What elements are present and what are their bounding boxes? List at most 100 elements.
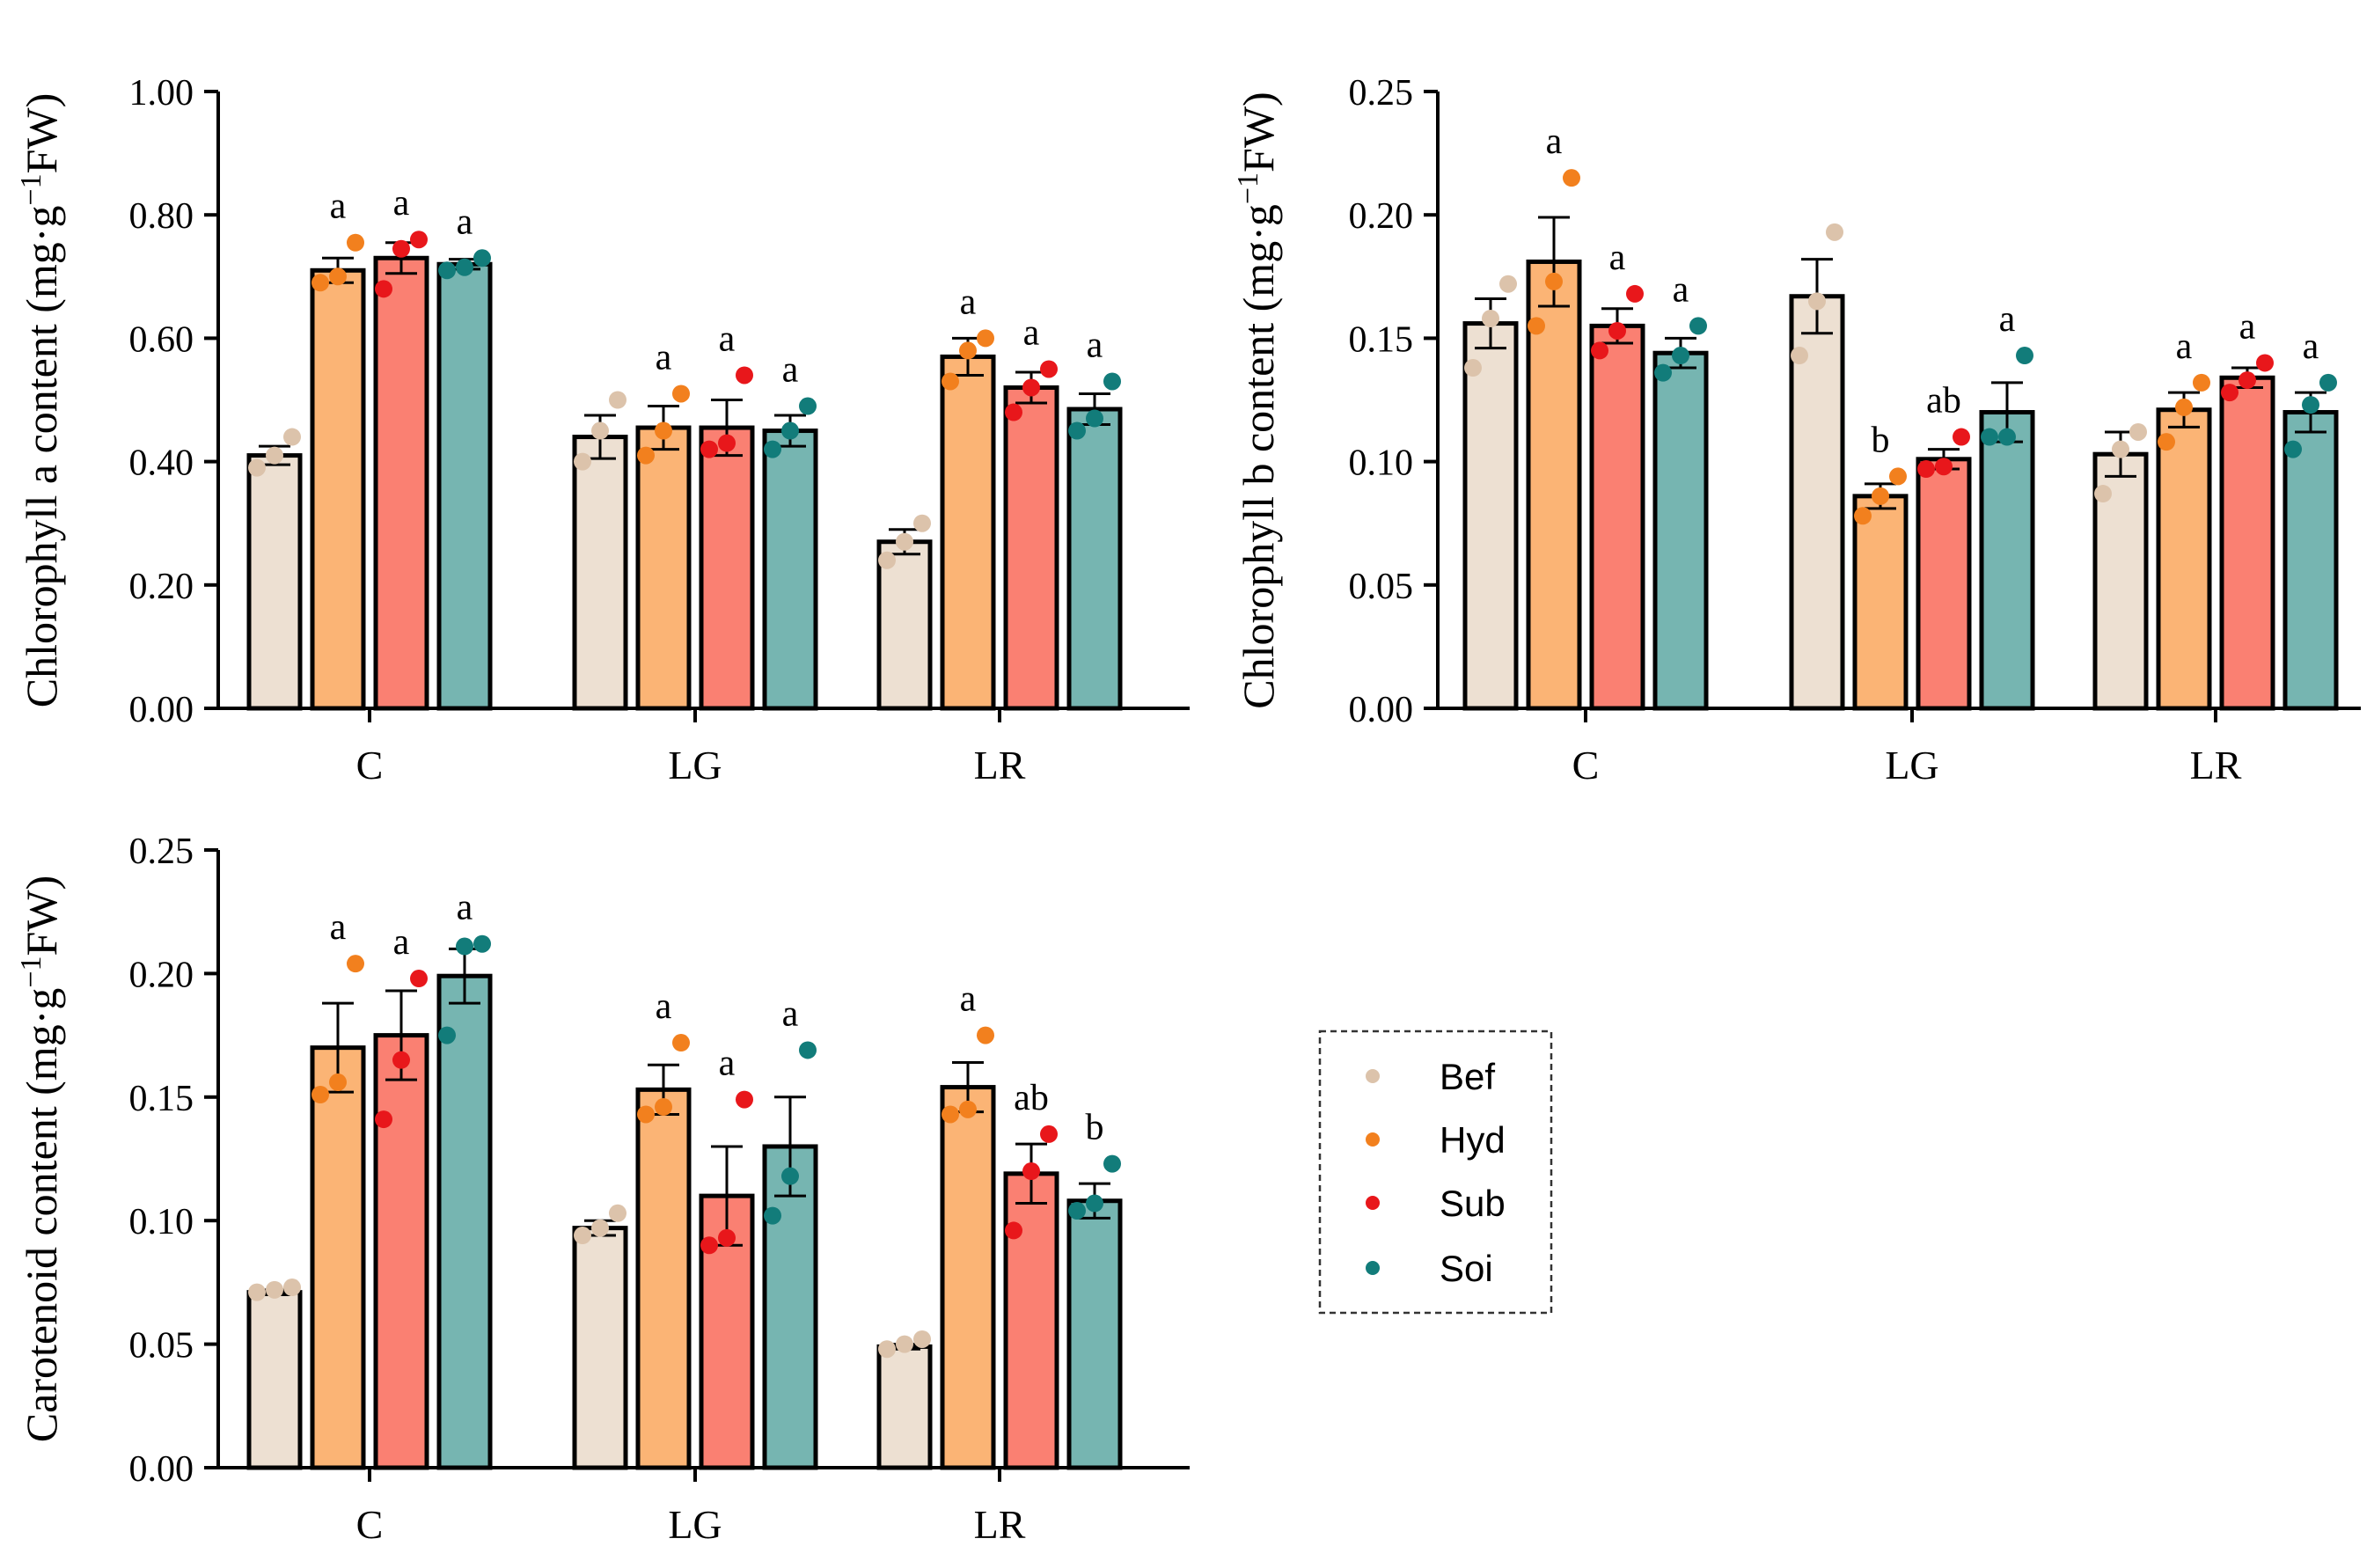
data-point (410, 231, 428, 249)
data-point (311, 274, 329, 292)
significance-letter: a (782, 350, 799, 391)
significance-letter: a (393, 922, 410, 963)
bar-soi (436, 973, 493, 1470)
data-point (591, 421, 609, 440)
significance-letter: ab (1926, 381, 1961, 421)
significance-letter: b (1872, 420, 1890, 460)
data-point (1854, 507, 1872, 525)
data-point (2129, 422, 2147, 441)
significance-letter: a (782, 993, 799, 1034)
significance-letter: a (1023, 312, 1040, 353)
data-point (1482, 309, 1499, 327)
bar-hyd (635, 425, 692, 711)
data-point (1917, 460, 1935, 479)
bar-sub (1916, 457, 1972, 711)
data-point (959, 341, 977, 360)
data-point (283, 428, 301, 446)
significance-letter: a (2239, 306, 2256, 347)
data-point (718, 1228, 736, 1247)
data-point (1022, 378, 1040, 397)
y-tick-label: 0.05 (129, 1326, 194, 1367)
bar-bef (246, 453, 303, 711)
data-point (609, 391, 626, 409)
bar-hyd (310, 267, 366, 711)
bar-sub (373, 255, 429, 711)
bar-hyd (940, 1085, 996, 1470)
data-point (1626, 284, 1644, 303)
bar-sub (1003, 385, 1059, 711)
data-point (473, 249, 491, 267)
legend-marker (1366, 1132, 1380, 1147)
y-tick-label: 0.40 (129, 443, 194, 484)
data-point (1981, 428, 1998, 446)
data-point (375, 1110, 392, 1129)
legend-entry-bef: Bef (1366, 1056, 1495, 1097)
bar-sub (373, 1033, 429, 1470)
data-point (283, 1279, 301, 1297)
data-point (799, 397, 817, 415)
y-tick-label: 0.20 (129, 567, 194, 607)
data-point (2221, 384, 2238, 402)
y-axis-title: Chlorophyll a content (mg·g−1FW) (15, 93, 66, 708)
legend-label: Hyd (1440, 1119, 1506, 1161)
data-point (1591, 341, 1608, 360)
data-point (1005, 403, 1022, 421)
x-tick-label: LG (1885, 743, 1938, 788)
y-tick-label: 0.05 (1349, 567, 1414, 607)
bar-sub (1589, 323, 1645, 711)
legend-marker (1366, 1196, 1380, 1210)
data-point (410, 970, 428, 988)
y-tick-label: 0.10 (129, 1202, 194, 1242)
significance-letter: a (656, 337, 672, 377)
data-point (896, 532, 913, 551)
bar-bef (572, 1226, 628, 1470)
x-tick-label: C (1572, 743, 1600, 788)
y-tick-label: 0.20 (1349, 196, 1414, 237)
data-point (672, 385, 690, 403)
bar-soi (1066, 1198, 1123, 1470)
data-point (1068, 1201, 1086, 1220)
bar-hyd (1852, 494, 1909, 711)
bar-hyd (310, 1045, 366, 1470)
bar-sub (2219, 375, 2275, 711)
data-point (764, 1206, 781, 1225)
data-point (438, 1026, 456, 1044)
significance-letter: a (1673, 269, 1689, 310)
data-point (266, 1280, 283, 1299)
data-point (1672, 347, 1689, 365)
x-tick-label: C (356, 1502, 384, 1547)
data-point (637, 446, 655, 465)
bar-soi (1979, 410, 2035, 711)
data-point (942, 1105, 959, 1124)
data-point (2112, 440, 2129, 458)
data-point (913, 514, 931, 532)
data-point (1086, 1194, 1103, 1213)
data-point (1086, 409, 1103, 428)
data-point (1545, 272, 1563, 290)
data-point (959, 1100, 977, 1118)
significance-letter: a (719, 319, 736, 359)
data-point (913, 1330, 931, 1348)
y-tick-label: 0.00 (129, 1449, 194, 1490)
data-point (2193, 373, 2210, 392)
x-tick-label: LG (668, 1502, 722, 1547)
y-tick-label: 0.25 (1349, 73, 1414, 114)
significance-letter: a (656, 986, 672, 1027)
significance-letter: a (960, 282, 977, 322)
x-tick-label: LR (974, 1502, 1026, 1547)
significance-letter: a (1609, 238, 1626, 278)
significance-letter: a (393, 183, 410, 223)
data-point (1791, 347, 1808, 365)
data-point (1608, 321, 1626, 340)
bar-bef (572, 435, 628, 711)
bar-soi (762, 429, 818, 711)
significance-letter: ab (1014, 1078, 1049, 1118)
data-point (764, 440, 781, 458)
x-tick-label: LG (668, 743, 722, 788)
significance-letter: a (457, 888, 473, 928)
y-tick-label: 0.25 (129, 832, 194, 872)
data-point (347, 955, 364, 973)
data-point (2284, 440, 2302, 458)
data-point (700, 440, 718, 458)
